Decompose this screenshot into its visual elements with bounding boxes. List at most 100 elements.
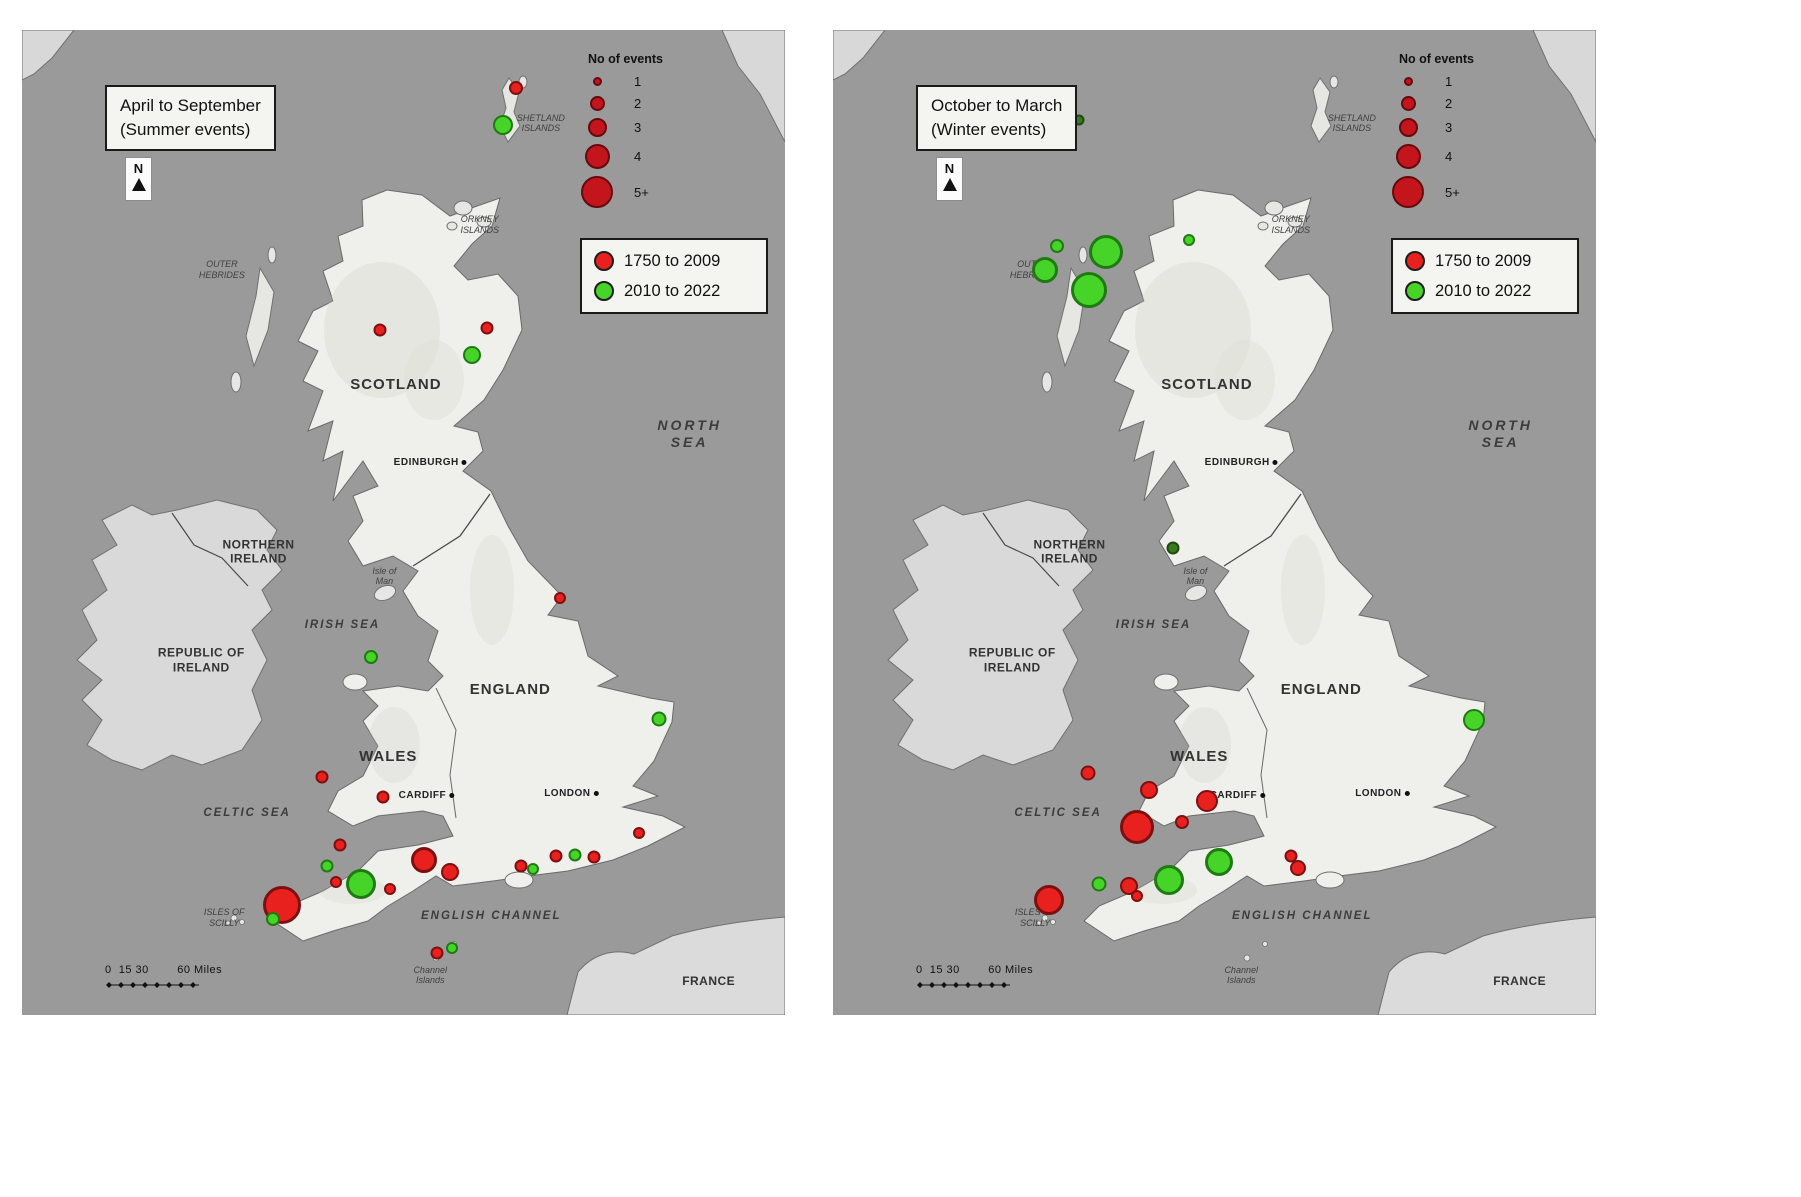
- event-marker-red: [1119, 809, 1154, 844]
- period-legend: 1750 to 2009 2010 to 2022: [580, 238, 768, 314]
- event-marker-green: [1462, 708, 1485, 731]
- event-marker-red: [1080, 765, 1096, 781]
- size-legend-label: 1: [634, 74, 642, 89]
- map-panel-summer: OUTER HEBRIDES SHETLAND ISLANDS ORKNEY ISL…: [22, 30, 785, 1015]
- event-marker-red: [376, 790, 390, 804]
- event-marker-red: [1289, 860, 1306, 877]
- event-points-layer: [22, 30, 785, 1015]
- size-legend-label: 2: [634, 96, 642, 111]
- size-legend-row: 5+: [1385, 176, 1545, 208]
- period-legend-row: 2010 to 2022: [594, 281, 754, 301]
- event-marker-green: [1153, 865, 1184, 896]
- event-marker-red: [514, 859, 528, 873]
- event-marker-red: [315, 770, 329, 784]
- event-marker-red: [633, 826, 646, 839]
- event-points-layer: [833, 30, 1596, 1015]
- size-legend-circle: [1392, 176, 1424, 208]
- panel-title-line2: (Summer events): [120, 119, 251, 139]
- event-marker-red: [411, 847, 438, 874]
- period-swatch-green: [594, 281, 614, 301]
- size-legend-circle: [587, 118, 607, 137]
- period-swatch-green: [1405, 281, 1425, 301]
- panel-title: April to September (Summer events): [105, 85, 276, 151]
- scale-bar-label: 0 15 30 60 Miles: [105, 964, 223, 976]
- panel-title-line1: October to March: [931, 96, 1063, 115]
- size-legend-rows: 1 2 3 4 5+: [574, 74, 734, 208]
- event-marker-red: [1174, 814, 1189, 829]
- period-label: 1750 to 2009: [624, 251, 721, 270]
- north-arrow-icon: [131, 178, 146, 191]
- size-legend-row: 4: [574, 144, 734, 169]
- size-legend-row: 2: [1385, 96, 1545, 111]
- size-legend-label: 5+: [634, 184, 649, 200]
- scale-ticks-icon: [106, 982, 199, 988]
- event-marker-green: [651, 711, 667, 726]
- event-marker-red: [587, 850, 601, 864]
- event-marker-red: [430, 946, 444, 960]
- size-legend-circle: [584, 144, 610, 169]
- size-legend-circle: [1395, 144, 1421, 169]
- size-legend-label: 1: [1445, 74, 1453, 89]
- size-legend-label: 5+: [1445, 184, 1460, 200]
- event-marker-green: [527, 863, 540, 876]
- event-marker-red: [373, 323, 387, 337]
- north-arrow: N: [125, 157, 152, 201]
- size-legend: No of events 1 2 3 4 5+: [1385, 52, 1545, 215]
- size-legend-label: 2: [1445, 96, 1453, 111]
- event-marker-green: [1050, 238, 1065, 253]
- north-label: N: [133, 161, 144, 176]
- north-arrow: N: [936, 157, 963, 201]
- size-legend-circle: [1398, 118, 1418, 137]
- panel-title-line2: (Winter events): [931, 119, 1047, 139]
- period-swatch-red: [594, 251, 614, 271]
- event-marker-red: [549, 849, 563, 863]
- event-marker-red: [508, 81, 523, 96]
- event-marker-green: [492, 114, 513, 135]
- period-legend: 1750 to 2009 2010 to 2022: [1391, 238, 1579, 314]
- size-legend-label: 3: [1445, 120, 1453, 135]
- size-legend-circle: [592, 77, 602, 86]
- size-legend-circle: [581, 176, 613, 208]
- period-label: 2010 to 2022: [1435, 281, 1532, 300]
- event-marker-green: [1089, 234, 1124, 269]
- period-legend-row: 1750 to 2009: [1405, 251, 1565, 271]
- scale-ticks-icon: [917, 982, 1010, 988]
- event-marker-red: [553, 592, 566, 605]
- size-legend-circle: [1400, 96, 1416, 111]
- event-marker-red: [480, 321, 494, 335]
- size-legend-label: 4: [634, 149, 642, 164]
- event-marker-red: [1195, 790, 1218, 813]
- size-legend-row: 1: [1385, 74, 1545, 89]
- north-label: N: [944, 161, 955, 176]
- period-label: 1750 to 2009: [1435, 251, 1532, 270]
- size-legend-label: 3: [634, 120, 642, 135]
- north-arrow-icon: [942, 178, 957, 191]
- period-legend-row: 2010 to 2022: [1405, 281, 1565, 301]
- event-marker-green: [446, 942, 459, 955]
- size-legend-row: 4: [1385, 144, 1545, 169]
- event-marker-darkgreen: [1166, 541, 1180, 555]
- event-marker-green: [266, 912, 281, 927]
- event-marker-green: [1071, 272, 1108, 309]
- event-marker-red: [333, 838, 347, 852]
- size-legend-row: 1: [574, 74, 734, 89]
- size-legend-row: 2: [574, 96, 734, 111]
- size-legend-circle: [1403, 77, 1413, 86]
- size-legend-circle: [589, 96, 605, 111]
- event-marker-green: [1205, 848, 1234, 877]
- scale-bar: 0 15 30 60 Miles: [916, 964, 1033, 990]
- event-marker-red: [1139, 781, 1158, 800]
- size-legend-row: 5+: [574, 176, 734, 208]
- period-label: 2010 to 2022: [624, 281, 721, 300]
- event-marker-green: [1183, 233, 1196, 246]
- event-marker-green: [363, 650, 378, 665]
- size-legend-row: 3: [574, 118, 734, 137]
- event-marker-green: [1091, 876, 1107, 892]
- event-marker-red: [441, 863, 460, 882]
- scale-bar-label: 0 15 30 60 Miles: [916, 964, 1034, 976]
- event-marker-red: [383, 882, 396, 895]
- event-marker-red: [330, 876, 343, 889]
- event-marker-red: [1033, 884, 1064, 915]
